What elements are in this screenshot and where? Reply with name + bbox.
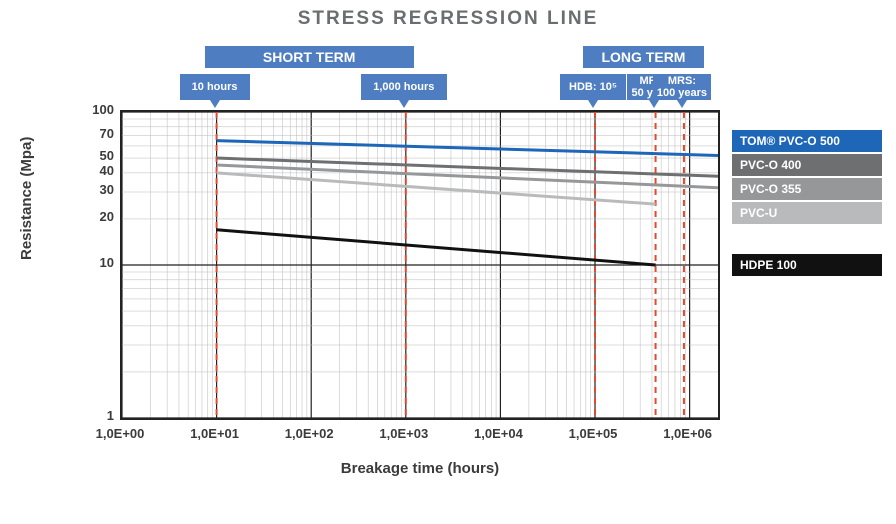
y-tick: 1 — [64, 408, 114, 423]
x-tick: 1,0E+02 — [285, 426, 334, 441]
x-tick: 1,0E+06 — [663, 426, 712, 441]
x-tick: 1,0E+04 — [474, 426, 523, 441]
marker-triangle-icon — [210, 100, 220, 108]
y-axis-label: Resistance (Mpa) — [18, 137, 35, 260]
legend-item: PVC-U — [732, 202, 882, 224]
marker-triangle-icon — [399, 100, 409, 108]
x-tick: 1,0E+05 — [569, 426, 618, 441]
y-tick: 100 — [64, 102, 114, 117]
legend-item: TOM® PVC-O 500 — [732, 130, 882, 152]
sub-header: HDB: 10⁵ — [560, 74, 626, 100]
sub-header: MRS:100 years — [653, 74, 711, 100]
sub-header: 1,000 hours — [361, 74, 447, 100]
marker-triangle-icon — [588, 100, 598, 108]
y-tick: 10 — [64, 255, 114, 270]
x-tick: 1,0E+00 — [96, 426, 145, 441]
chart-title: STRESS REGRESSION LINE — [0, 8, 896, 30]
marker-triangle-icon — [649, 100, 659, 108]
y-tick: 40 — [64, 163, 114, 178]
plot-area — [120, 110, 720, 420]
y-tick: 30 — [64, 182, 114, 197]
legend-item: PVC-O 400 — [732, 154, 882, 176]
y-tick: 20 — [64, 209, 114, 224]
marker-triangle-icon — [677, 100, 687, 108]
legend-item: HDPE 100 — [732, 254, 882, 276]
y-tick: 50 — [64, 148, 114, 163]
x-axis-label: Breakage time (hours) — [120, 460, 720, 477]
y-tick: 70 — [64, 126, 114, 141]
x-tick: 1,0E+01 — [190, 426, 239, 441]
group-header-short-term: SHORT TERM — [205, 46, 414, 68]
legend: TOM® PVC-O 500PVC-O 400PVC-O 355PVC-U HDP… — [732, 130, 882, 278]
sub-header: 10 hours — [180, 74, 250, 100]
x-tick: 1,0E+03 — [379, 426, 428, 441]
legend-item: PVC-O 355 — [732, 178, 882, 200]
group-header-long-term: LONG TERM — [583, 46, 704, 68]
